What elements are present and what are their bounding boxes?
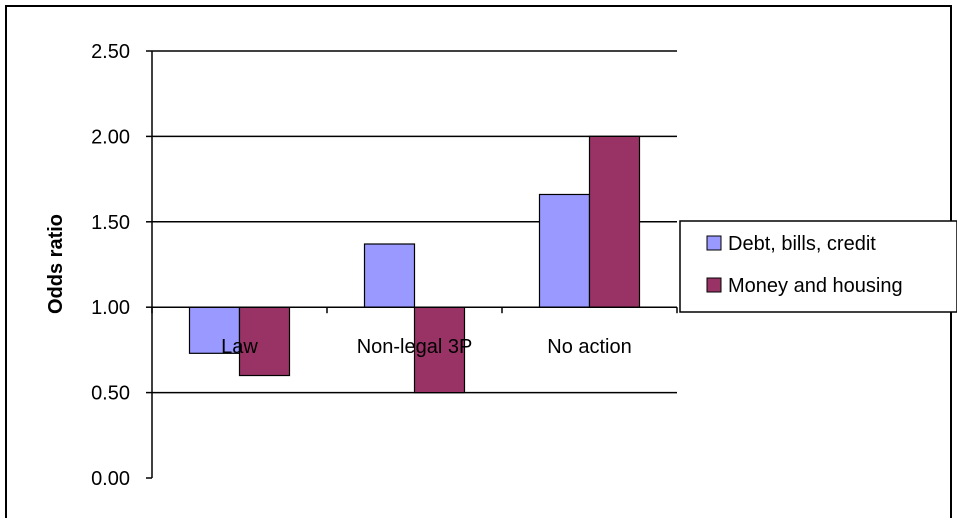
legend-swatch <box>706 277 722 293</box>
category-label: Law <box>221 336 258 358</box>
bar-money-2 <box>588 135 641 308</box>
legend-label: Money and housing <box>728 275 903 297</box>
y-tick-label: 0.00 <box>91 468 130 490</box>
category-label: No action <box>547 336 632 358</box>
y-tick-label: 1.00 <box>91 297 130 319</box>
y-tick-label: 2.50 <box>91 41 130 63</box>
bar-debt-1 <box>363 243 416 308</box>
bar-debt-2 <box>538 193 591 308</box>
legend-swatch <box>706 235 722 251</box>
bar-money-0 <box>238 306 291 377</box>
bar-debt-0 <box>188 306 241 354</box>
y-axis-label: Odds ratio <box>45 214 67 314</box>
y-tick-labels: 0.00 0.50 1.00 1.50 2.00 2.50 <box>91 41 130 490</box>
category-labels: Law Non-legal 3P No action <box>221 336 632 358</box>
legend: Debt, bills, credit Money and housing <box>679 220 957 313</box>
legend-label: Debt, bills, credit <box>728 233 876 255</box>
y-tick-label: 1.50 <box>91 212 130 234</box>
legend-box <box>679 220 957 313</box>
axes <box>146 50 678 479</box>
category-label: Non-legal 3P <box>357 336 473 358</box>
y-tick-label: 0.50 <box>91 383 130 405</box>
y-tick-label: 2.00 <box>91 126 130 148</box>
